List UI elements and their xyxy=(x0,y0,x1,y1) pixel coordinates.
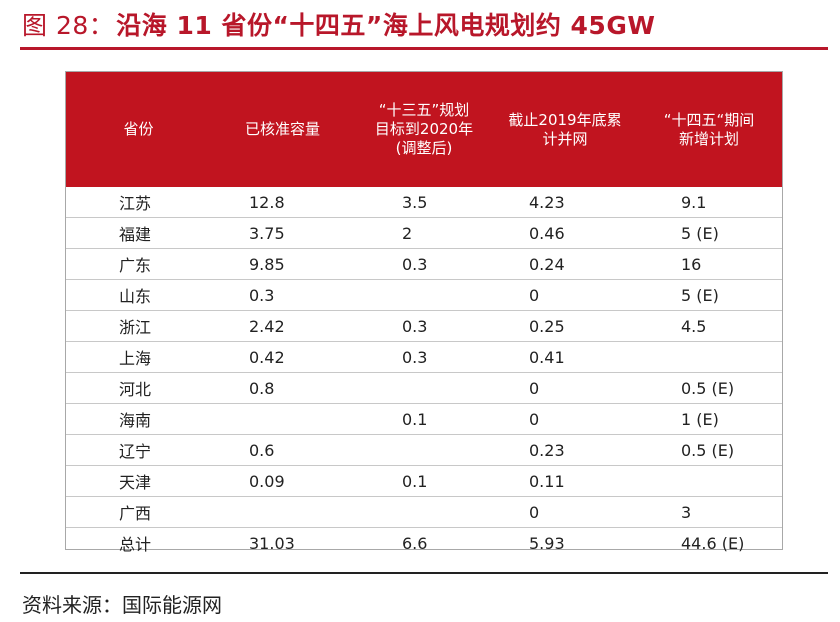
figure-title-text: 沿海 11 省份“十四五”海上风电规划约 45GW xyxy=(116,11,656,40)
header-line: “十四五“期间 xyxy=(663,110,755,129)
cell-approved-capacity: 0.3 xyxy=(211,279,354,311)
title-underline xyxy=(20,47,828,50)
header-line: 新增计划 xyxy=(678,129,739,148)
figure-label: 图 28： xyxy=(22,11,115,40)
cell-approved-capacity: 12.8 xyxy=(211,187,354,218)
cell-approved-capacity: 0.09 xyxy=(211,465,354,497)
header-line: 已核准容量 xyxy=(244,120,320,138)
cell-grid-connected-2019: 0.41 xyxy=(494,341,636,373)
cell-grid-connected-2019: 0.11 xyxy=(494,465,636,497)
cell-grid-connected-2019: 4.23 xyxy=(494,187,636,218)
cell-grid-connected-2019: 0.46 xyxy=(494,217,636,249)
cell-14th-plan-additions xyxy=(636,465,782,497)
cell-13th-plan-target: 0.3 xyxy=(354,341,494,373)
table-row: 广东 9.85 0.3 0.24 16 xyxy=(66,248,782,280)
cell-province: 广西 xyxy=(66,496,211,528)
cell-grid-connected-2019: 0 xyxy=(494,372,636,404)
cell-province: 总计 xyxy=(119,535,152,554)
table-row: 天津 0.09 0.1 0.11 xyxy=(66,465,782,497)
cell-approved-capacity: 0.8 xyxy=(211,372,354,404)
cell-13th-plan-target: 6.6 xyxy=(402,533,428,553)
header-province: 省份 xyxy=(66,72,211,187)
cell-14th-plan-additions: 44.6 (E) xyxy=(681,533,745,553)
table-row: 辽宁 0.6 0.23 0.5 (E) xyxy=(66,434,782,466)
cell-approved-capacity: 31.03 xyxy=(249,533,295,553)
header-line: 目标到2020年 xyxy=(374,120,474,138)
cell-grid-connected-2019: 0.23 xyxy=(494,434,636,466)
cell-14th-plan-additions: 5 (E) xyxy=(636,217,782,249)
header-grid-connected-2019: 截止2019年底累 计并网 xyxy=(494,72,636,187)
table-row: 总计 31.03 6.6 5.93 44.6 (E) xyxy=(66,528,782,559)
cell-approved-capacity: 9.85 xyxy=(211,248,354,280)
table-row: 广西 0 3 xyxy=(66,496,782,528)
cell-13th-plan-target: 2 xyxy=(354,217,494,249)
header-14th-plan-additions: “十四五“期间 新增计划 xyxy=(636,72,782,187)
cell-grid-connected-2019: 5.93 xyxy=(529,533,565,553)
cell-13th-plan-target xyxy=(354,434,494,466)
cell-province: 江苏 xyxy=(66,187,211,218)
cell-13th-plan-target xyxy=(354,372,494,404)
header-line: 计并网 xyxy=(542,129,588,148)
cell-grid-connected-2019: 0 xyxy=(494,403,636,435)
cell-approved-capacity xyxy=(211,496,354,528)
cell-13th-plan-target: 0.1 xyxy=(354,403,494,435)
source-note: 资料来源：国际能源网 xyxy=(22,593,222,617)
cell-13th-plan-target xyxy=(354,496,494,528)
cell-14th-plan-additions: 0.5 (E) xyxy=(636,434,782,466)
cell-approved-capacity: 0.42 xyxy=(211,341,354,373)
cell-approved-capacity: 3.75 xyxy=(211,217,354,249)
cell-grid-connected-2019: 0 xyxy=(494,496,636,528)
table-row: 福建 3.75 2 0.46 5 (E) xyxy=(66,217,782,249)
cell-14th-plan-additions: 1 (E) xyxy=(636,403,782,435)
cell-13th-plan-target: 3.5 xyxy=(354,187,494,218)
cell-province: 广东 xyxy=(66,248,211,280)
figure-title: 图 28：沿海 11 省份“十四五”海上风电规划约 45GW xyxy=(22,6,655,42)
cell-14th-plan-additions: 16 xyxy=(636,248,782,280)
header-line: 省份 xyxy=(123,120,154,138)
cell-province: 浙江 xyxy=(66,310,211,342)
header-approved-capacity: 已核准容量 xyxy=(211,72,354,187)
cell-13th-plan-target: 0.1 xyxy=(354,465,494,497)
table-row: 山东 0.3 0 5 (E) xyxy=(66,279,782,311)
cell-14th-plan-additions: 0.5 (E) xyxy=(636,372,782,404)
data-table: 省份 已核准容量 “十三五”规划 目标到2020年 (调整后) 截止2019年底累 计并网 “… xyxy=(66,72,782,558)
table-body: 江苏 12.8 3.5 4.23 9.1 福建 3.75 2 0.46 5 (E) 广东 9.85 0.… xyxy=(66,187,782,558)
cell-14th-plan-additions: 9.1 xyxy=(636,187,782,218)
cell-14th-plan-additions: 5 (E) xyxy=(636,279,782,311)
cell-13th-plan-target: 0.3 xyxy=(354,310,494,342)
header-line: 截止2019年底累 xyxy=(508,110,622,129)
cell-14th-plan-additions: 4.5 xyxy=(636,310,782,342)
cell-province: 辽宁 xyxy=(66,434,211,466)
header-line: (调整后) xyxy=(395,139,453,157)
cell-14th-plan-additions xyxy=(636,341,782,373)
cell-province: 河北 xyxy=(66,372,211,404)
bottom-rule xyxy=(20,572,828,574)
cell-approved-capacity: 2.42 xyxy=(211,310,354,342)
table-row: 浙江 2.42 0.3 0.25 4.5 xyxy=(66,310,782,342)
cell-14th-plan-additions: 3 xyxy=(636,496,782,528)
cell-province: 山东 xyxy=(66,279,211,311)
cell-13th-plan-target xyxy=(354,279,494,311)
cell-grid-connected-2019: 0 xyxy=(494,279,636,311)
table-row: 江苏 12.8 3.5 4.23 9.1 xyxy=(66,187,782,218)
table-row: 海南 0.1 0 1 (E) xyxy=(66,403,782,435)
cell-grid-connected-2019: 0.24 xyxy=(494,248,636,280)
cell-province: 海南 xyxy=(66,403,211,435)
header-line: “十三五”规划 xyxy=(378,101,470,119)
table-row: 上海 0.42 0.3 0.41 xyxy=(66,341,782,373)
cell-13th-plan-target: 0.3 xyxy=(354,248,494,280)
data-table-container: 省份 已核准容量 “十三五”规划 目标到2020年 (调整后) 截止2019年底累 计并网 “… xyxy=(65,71,783,554)
cell-grid-connected-2019: 0.25 xyxy=(494,310,636,342)
cell-province: 天津 xyxy=(66,465,211,497)
table-header-row: 省份 已核准容量 “十三五”规划 目标到2020年 (调整后) 截止2019年底累 计并网 “… xyxy=(66,72,782,187)
cell-approved-capacity xyxy=(211,403,354,435)
header-13th-plan-target: “十三五”规划 目标到2020年 (调整后) xyxy=(354,72,494,187)
cell-approved-capacity: 0.6 xyxy=(211,434,354,466)
table-row: 河北 0.8 0 0.5 (E) xyxy=(66,372,782,404)
cell-province: 福建 xyxy=(66,217,211,249)
cell-province: 上海 xyxy=(66,341,211,373)
